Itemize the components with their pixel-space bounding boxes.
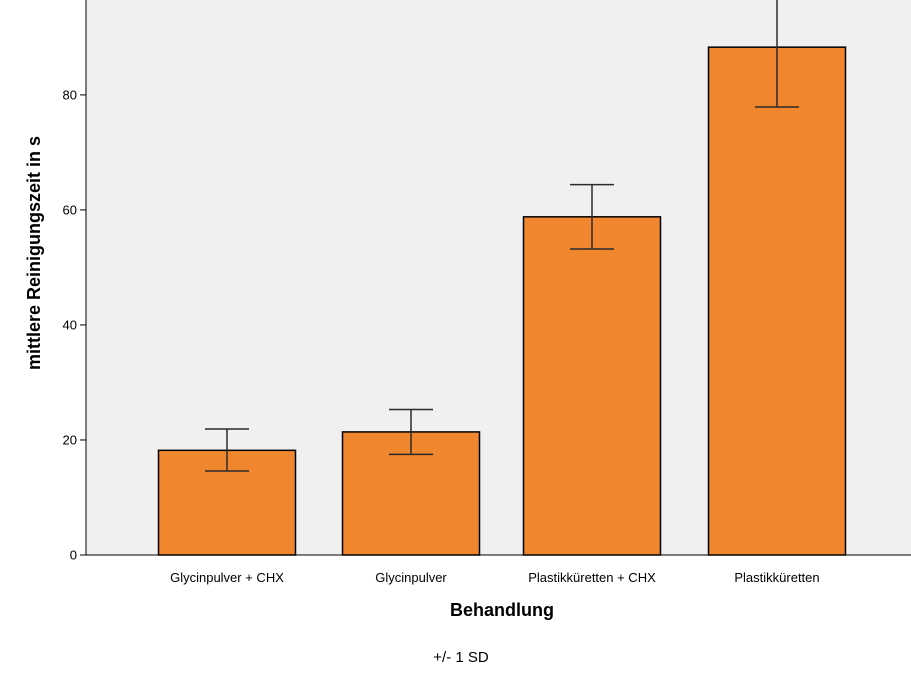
x-tick-label: Plastikküretten (734, 570, 819, 585)
y-tick-label: 20 (63, 432, 77, 447)
bars-layer (157, 46, 847, 556)
error-bar-note: +/- 1 SD (433, 649, 489, 666)
x-axis-title: Behandlung (450, 600, 554, 620)
y-tick-label: 60 (63, 202, 77, 217)
bar (522, 216, 662, 556)
errorbars-layer (205, 0, 799, 472)
y-tick-label: 80 (63, 87, 77, 102)
y-tick-label: 40 (63, 317, 77, 332)
y-tick-label: 0 (70, 548, 77, 563)
x-tick-label: Glycinpulver + CHX (170, 570, 284, 585)
y-ticks: 0 20 40 60 80 (63, 87, 86, 563)
y-axis-title: mittlere Reinigungszeit in s (24, 136, 44, 370)
x-tick-label: Glycinpulver (375, 570, 447, 585)
bar (707, 46, 847, 556)
x-tick-labels: Glycinpulver + CHX Glycinpulver Plastikkür… (170, 570, 820, 585)
x-tick-label: Plastikküretten + CHX (528, 570, 656, 585)
